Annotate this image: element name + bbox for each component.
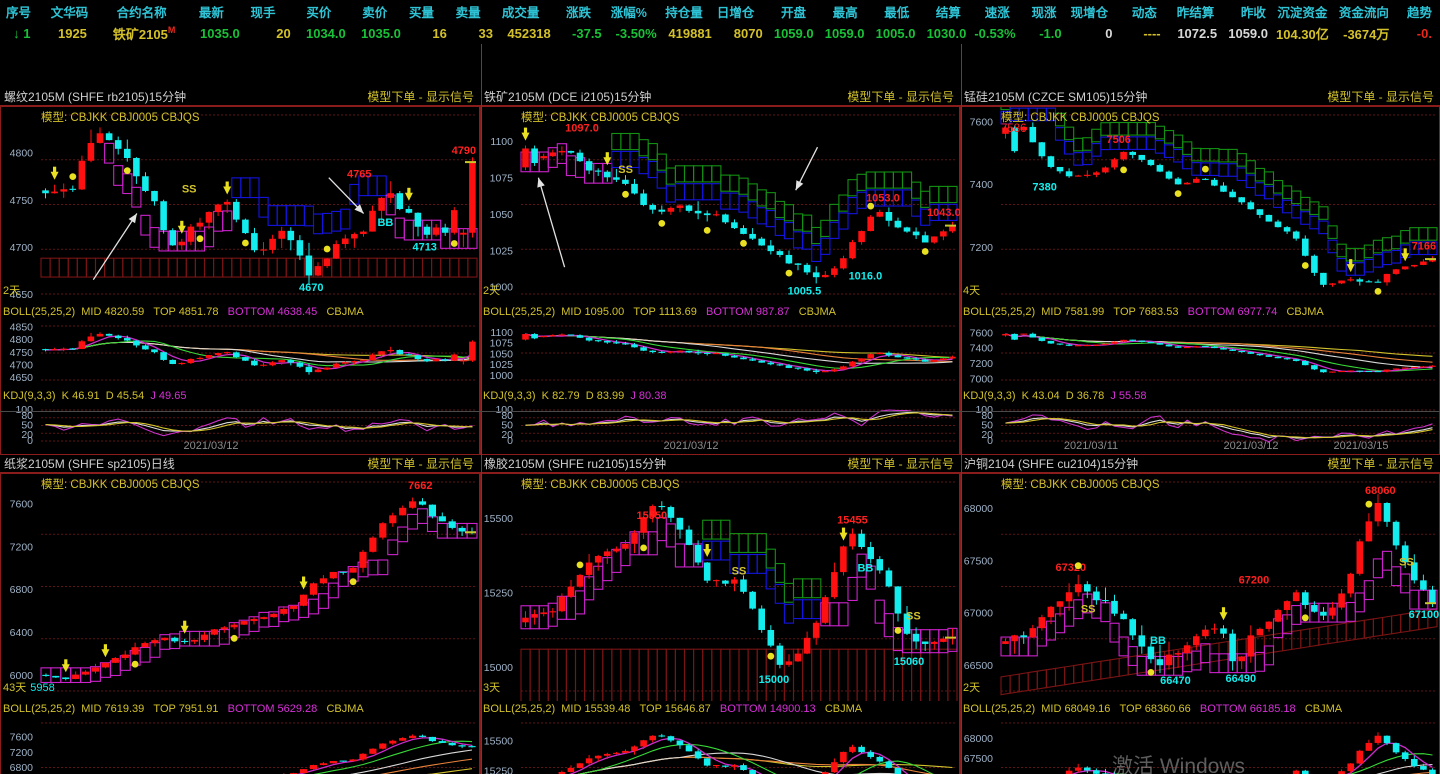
- svg-text:0: 0: [987, 435, 993, 447]
- svg-text:4800: 4800: [10, 334, 34, 346]
- svg-text:15500: 15500: [484, 736, 513, 748]
- svg-text:4750: 4750: [10, 195, 34, 207]
- svg-text:67200: 67200: [1239, 575, 1270, 587]
- svg-text:4790: 4790: [452, 145, 476, 157]
- svg-text:SS: SS: [1081, 604, 1096, 616]
- svg-text:67500: 67500: [964, 555, 993, 567]
- svg-text:7000: 7000: [970, 373, 994, 385]
- svg-text:6400: 6400: [10, 627, 34, 639]
- svg-text:1050: 1050: [490, 209, 514, 221]
- svg-text:15060: 15060: [894, 656, 925, 668]
- svg-text:68060: 68060: [1365, 485, 1396, 497]
- svg-text:15250: 15250: [484, 588, 513, 600]
- svg-text:4700: 4700: [10, 359, 34, 371]
- svg-text:7600: 7600: [10, 498, 34, 510]
- svg-text:1050: 1050: [490, 348, 514, 360]
- svg-text:7400: 7400: [970, 343, 994, 355]
- svg-text:1100: 1100: [490, 327, 513, 339]
- svg-text:67100: 67100: [1409, 609, 1440, 621]
- svg-text:4765: 4765: [347, 169, 371, 181]
- svg-text:67000: 67000: [964, 608, 993, 620]
- svg-text:1016.0: 1016.0: [849, 270, 883, 282]
- svg-text:1025: 1025: [490, 359, 514, 371]
- svg-text:1075: 1075: [490, 338, 514, 350]
- svg-text:7380: 7380: [1032, 181, 1056, 193]
- svg-text:1100: 1100: [490, 136, 513, 148]
- svg-text:6800: 6800: [10, 762, 34, 774]
- svg-text:7200: 7200: [970, 358, 994, 370]
- svg-text:1000: 1000: [490, 370, 514, 382]
- svg-text:4850: 4850: [10, 322, 34, 334]
- svg-text:SS: SS: [618, 164, 633, 176]
- svg-text:7200: 7200: [10, 541, 34, 553]
- svg-text:7200: 7200: [970, 242, 994, 254]
- svg-text:67320: 67320: [1056, 562, 1087, 574]
- svg-text:1075: 1075: [490, 173, 514, 185]
- svg-text:15000: 15000: [484, 662, 513, 674]
- svg-text:BB: BB: [377, 217, 393, 229]
- svg-text:66500: 66500: [964, 660, 993, 672]
- svg-text:68000: 68000: [964, 733, 993, 745]
- svg-text:67500: 67500: [964, 753, 993, 765]
- svg-text:BB: BB: [1150, 635, 1166, 647]
- svg-text:4713: 4713: [412, 242, 436, 254]
- svg-text:15455: 15455: [837, 514, 868, 526]
- svg-text:4670: 4670: [299, 282, 323, 294]
- svg-text:15000: 15000: [759, 674, 790, 686]
- svg-text:0: 0: [27, 435, 33, 447]
- svg-text:68000: 68000: [964, 503, 993, 515]
- svg-text:7600: 7600: [970, 116, 994, 128]
- svg-text:4800: 4800: [10, 148, 34, 160]
- svg-text:4750: 4750: [10, 347, 34, 359]
- svg-text:0: 0: [507, 435, 513, 447]
- svg-text:BB: BB: [857, 563, 873, 575]
- svg-text:1005.5: 1005.5: [788, 286, 822, 298]
- svg-text:15550: 15550: [637, 510, 668, 522]
- svg-text:7506: 7506: [1106, 134, 1130, 146]
- svg-text:4700: 4700: [10, 242, 34, 254]
- svg-text:7600: 7600: [10, 732, 34, 744]
- svg-text:7200: 7200: [10, 747, 34, 759]
- svg-text:6800: 6800: [10, 584, 34, 596]
- svg-text:1043.0: 1043.0: [927, 207, 960, 219]
- svg-text:15500: 15500: [484, 513, 513, 525]
- svg-text:7662: 7662: [408, 480, 432, 492]
- svg-text:7600: 7600: [970, 327, 994, 339]
- svg-text:SS: SS: [1399, 557, 1414, 569]
- svg-text:SS: SS: [732, 566, 747, 578]
- svg-text:SS: SS: [182, 183, 197, 195]
- svg-text:7166: 7166: [1412, 241, 1436, 253]
- svg-text:66490: 66490: [1226, 673, 1257, 685]
- svg-text:7400: 7400: [970, 179, 994, 191]
- svg-text:4650: 4650: [10, 372, 34, 384]
- svg-text:15250: 15250: [484, 765, 513, 774]
- svg-text:1025: 1025: [490, 245, 514, 257]
- svg-text:SS: SS: [906, 610, 921, 622]
- svg-text:66470: 66470: [1160, 675, 1191, 687]
